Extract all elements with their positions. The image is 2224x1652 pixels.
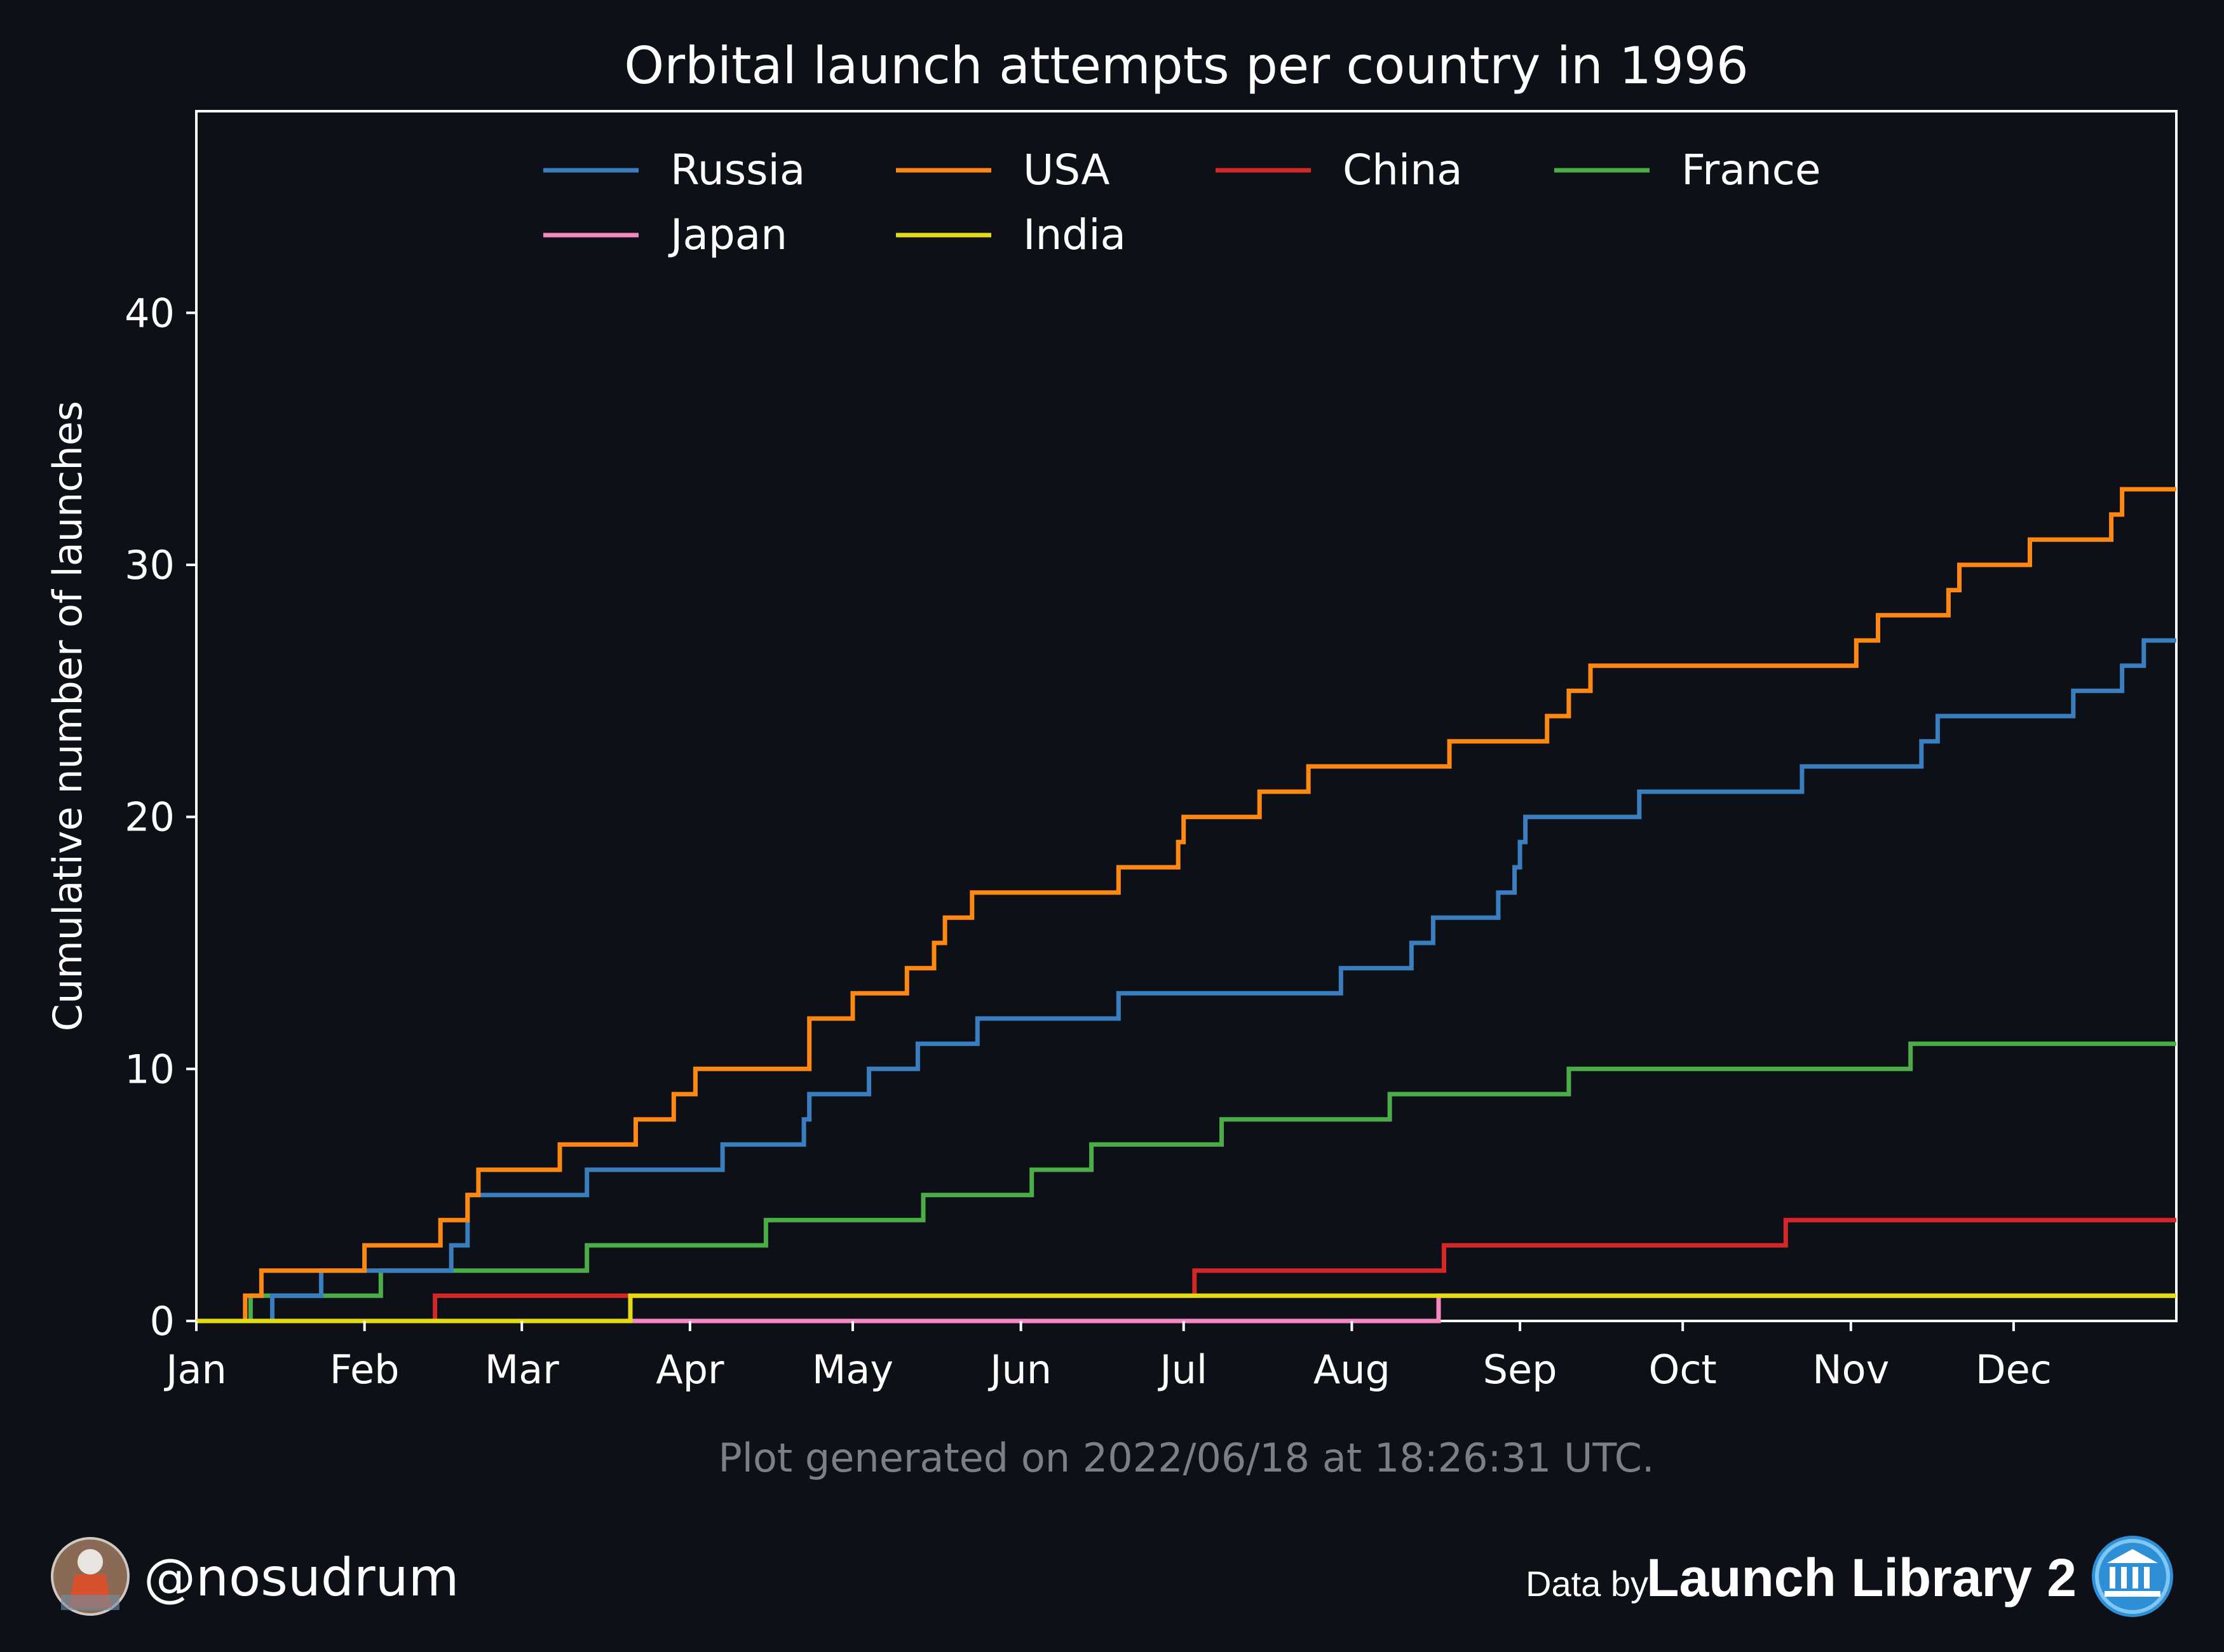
chart-title: Orbital launch attempts per country in 1… bbox=[624, 36, 1749, 95]
x-tick-label: Jan bbox=[163, 1346, 227, 1393]
series-line-china bbox=[196, 1217, 2176, 1324]
y-tick-label: 30 bbox=[125, 542, 175, 588]
plot-frame bbox=[195, 110, 2178, 1322]
series-line-russia bbox=[196, 638, 2176, 1324]
x-tick-label: Jun bbox=[987, 1346, 1052, 1393]
x-tick-label: Nov bbox=[1812, 1346, 1889, 1393]
series-line-usa bbox=[196, 487, 2176, 1324]
credit-prefix: Data by bbox=[1526, 1564, 1648, 1604]
x-tick-label: Oct bbox=[1649, 1346, 1717, 1393]
generated-note: Plot generated on 2022/06/18 at 18:26:31… bbox=[718, 1435, 1654, 1481]
x-tick-label: Sep bbox=[1483, 1346, 1557, 1393]
credit-source: Launch Library 2 bbox=[1646, 1548, 2077, 1608]
launch-library-logo-icon bbox=[2092, 1536, 2173, 1617]
x-tick-label: Jul bbox=[1157, 1346, 1207, 1393]
series-line-france bbox=[196, 1041, 2176, 1324]
x-tick-label: Mar bbox=[485, 1346, 559, 1393]
axis-ticks: Jan Feb Mar Apr May Jun Jul Aug Sep Oct Nov Dec 0 10 2… bbox=[125, 290, 2052, 1393]
legend-label-france: France bbox=[1681, 146, 1821, 194]
legend-label-india: India bbox=[1023, 210, 1126, 259]
x-tick-label: Dec bbox=[1976, 1346, 2052, 1393]
x-tick-label: May bbox=[812, 1346, 893, 1393]
y-tick-label: 40 bbox=[125, 290, 175, 336]
x-tick-label: Apr bbox=[656, 1346, 724, 1393]
y-axis-label: Cumulative number of launches bbox=[44, 401, 91, 1031]
avatar-photo-icon bbox=[51, 1537, 130, 1616]
y-tick-label: 10 bbox=[125, 1046, 175, 1092]
y-tick-label: 0 bbox=[150, 1298, 175, 1344]
legend-label-usa: USA bbox=[1023, 146, 1110, 194]
x-tick-label: Feb bbox=[330, 1346, 400, 1393]
series-layer bbox=[196, 487, 2176, 1324]
x-tick-label: Aug bbox=[1313, 1346, 1390, 1393]
legend: Russia USA China France Japan India bbox=[543, 146, 1821, 259]
legend-label-japan: Japan bbox=[668, 210, 787, 259]
legend-label-china: China bbox=[1343, 146, 1463, 194]
legend-label-russia: Russia bbox=[670, 146, 805, 194]
series-line-india bbox=[196, 1293, 2176, 1324]
author-handle: @nosudrum bbox=[144, 1548, 459, 1608]
y-tick-label: 20 bbox=[125, 794, 175, 841]
series-line-japan bbox=[196, 1293, 2176, 1324]
